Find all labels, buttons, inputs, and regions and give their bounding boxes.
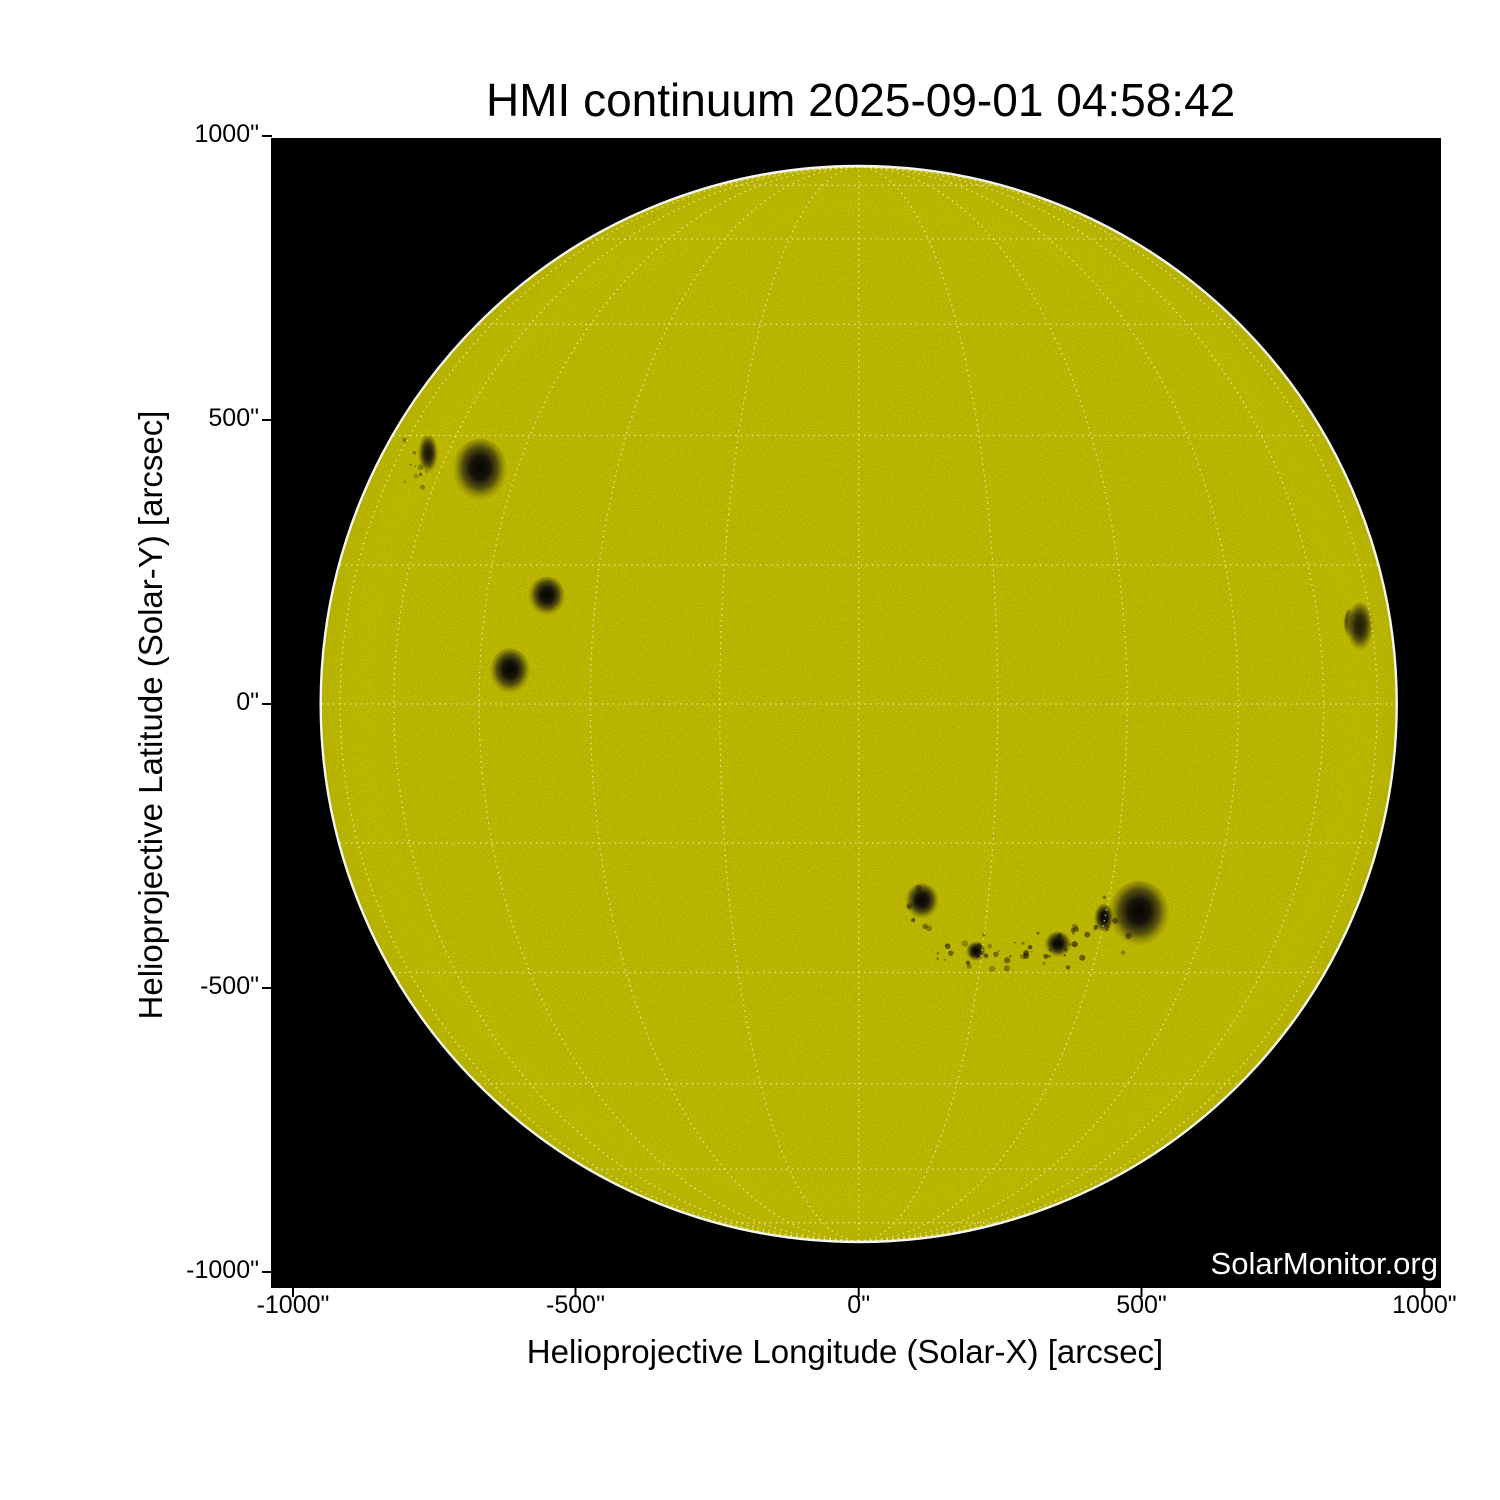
svg-text:1000": 1000" xyxy=(195,120,260,148)
svg-text:Helioprojective Longitude (Sol: Helioprojective Longitude (Solar-X) [arc… xyxy=(527,1333,1163,1370)
svg-text:HMI continuum 2025-09-01 04:58: HMI continuum 2025-09-01 04:58:42 xyxy=(486,74,1235,126)
svg-text:0": 0" xyxy=(236,688,259,716)
svg-text:-500": -500" xyxy=(546,1291,605,1319)
svg-text:1000": 1000" xyxy=(1392,1291,1457,1319)
svg-text:500": 500" xyxy=(208,404,259,432)
svg-text:SolarMonitor.org: SolarMonitor.org xyxy=(1211,1246,1438,1281)
svg-text:-1000": -1000" xyxy=(257,1291,330,1319)
svg-text:500": 500" xyxy=(1116,1291,1167,1319)
svg-text:-1000": -1000" xyxy=(186,1256,259,1284)
svg-text:0": 0" xyxy=(847,1291,870,1319)
svg-text:Helioprojective Latitude (Sola: Helioprojective Latitude (Solar-Y) [arcs… xyxy=(132,411,169,1020)
svg-text:-500": -500" xyxy=(200,972,259,1000)
